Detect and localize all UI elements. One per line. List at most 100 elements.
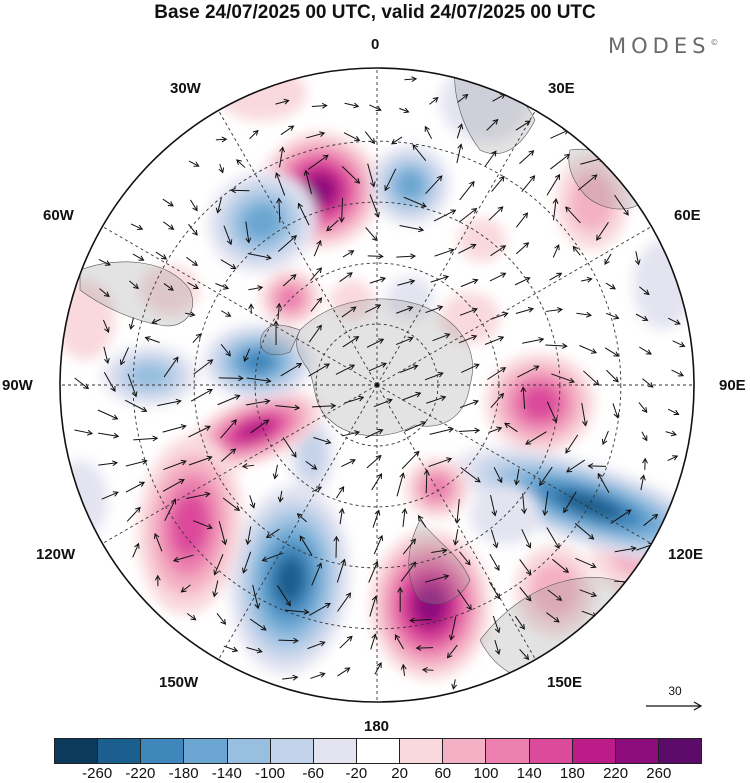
meridian-line	[376, 110, 536, 386]
wind-arrow	[577, 174, 598, 191]
wind-arrow	[421, 666, 434, 673]
wind-arrow	[639, 346, 652, 355]
wind-arrow	[396, 305, 414, 314]
wind-arrow	[488, 581, 500, 600]
meridian-line	[218, 384, 378, 660]
wind-arrow	[565, 206, 581, 224]
wind-arrow	[604, 253, 612, 265]
colorbar-swatch	[443, 739, 487, 763]
wind-arrow	[424, 371, 444, 381]
meridian-line	[376, 384, 652, 544]
wind-arrow	[384, 168, 397, 192]
wind-arrow	[241, 551, 252, 574]
lon-label-60w: 60W	[43, 207, 74, 224]
colorbar-tick-label: 220	[603, 765, 629, 782]
wind-arrow	[246, 377, 272, 384]
wind-arrow	[667, 455, 679, 462]
wind-arrow	[344, 395, 365, 404]
wind-arrow	[154, 574, 161, 587]
wind-arrow	[671, 369, 684, 377]
wind-arrow	[521, 529, 532, 549]
wind-arrow	[430, 274, 450, 283]
wind-arrow	[575, 557, 597, 569]
latitude-circle	[132, 140, 622, 630]
wind-arrow	[338, 197, 345, 223]
wind-arrow	[552, 558, 570, 574]
land-outline	[408, 519, 471, 605]
wind-arrow	[454, 498, 461, 524]
wind-arrow	[119, 347, 130, 366]
wind-arrow	[504, 422, 518, 433]
wind-arrow	[423, 469, 430, 494]
wind-arrow	[310, 672, 326, 679]
wind-arrow	[103, 372, 116, 392]
wind-arrow	[220, 259, 237, 270]
wind-arrow	[278, 637, 299, 644]
anomaly-contour	[275, 557, 305, 603]
wind-arrow	[299, 535, 313, 556]
anomaly-contour	[530, 562, 580, 618]
colorbar-swatch	[486, 739, 530, 763]
lon-label-120e: 120E	[668, 546, 704, 563]
wind-arrow	[667, 317, 681, 325]
wind-arrow	[126, 506, 141, 522]
wind-arrow	[401, 450, 420, 470]
wind-arrow	[515, 212, 529, 228]
wind-arrow	[132, 542, 140, 558]
wind-arrow	[220, 448, 237, 462]
wind-arrow	[98, 432, 120, 439]
wind-arrow	[338, 507, 345, 525]
wind-arrow	[185, 311, 196, 318]
map-title: Base 24/07/2025 00 UTC, valid 24/07/2025…	[154, 2, 596, 23]
wind-arrow	[639, 286, 650, 296]
wind-arrow	[273, 320, 279, 345]
wind-arrow	[634, 251, 641, 266]
anomaly-contour	[386, 276, 434, 320]
wind-arrow	[282, 674, 299, 681]
lon-label-150w: 150W	[159, 674, 199, 691]
wind-arrow	[614, 545, 637, 553]
colorbar-swatch	[400, 739, 444, 763]
wind-arrow	[492, 615, 501, 634]
wind-arrow	[425, 305, 444, 314]
wind-arrow	[456, 143, 464, 164]
wind-arrow	[545, 342, 568, 349]
wind-arrow	[396, 253, 417, 260]
wind-arrow	[452, 529, 459, 546]
wind-arrow	[581, 402, 588, 427]
wind-arrow	[249, 129, 259, 140]
wind-arrow	[272, 464, 279, 480]
wind-arrow	[279, 146, 285, 168]
meridian-line	[102, 226, 378, 386]
wind-arrow	[514, 276, 531, 286]
wind-arrow	[459, 399, 480, 409]
wind-arrow	[429, 426, 455, 435]
wind-arrow	[610, 509, 632, 524]
lon-label-90w: 90W	[2, 377, 33, 394]
wind-arrow	[153, 532, 163, 552]
wind-arrow	[641, 431, 648, 442]
wind-arrow	[276, 197, 283, 223]
wind-arrow	[396, 472, 406, 497]
colorbar-tick-label: 20	[391, 765, 408, 782]
wind-arrow	[400, 663, 407, 676]
wind-arrow	[521, 493, 527, 515]
wind-arrow	[367, 163, 376, 188]
wind-arrow	[241, 463, 255, 470]
wind-arrow	[459, 307, 478, 316]
wind-arrow	[218, 375, 244, 382]
wind-arrow	[490, 245, 507, 257]
wind-arrow	[369, 194, 380, 218]
land-outline	[260, 324, 301, 356]
wind-arrow	[311, 562, 323, 586]
wind-arrow	[326, 219, 339, 232]
wind-arrow	[97, 409, 119, 420]
wind-arrow	[434, 248, 455, 257]
wind-arrow	[247, 253, 272, 261]
wind-arrow	[187, 282, 199, 289]
wind-arrow	[399, 107, 410, 114]
anomaly-contour	[276, 285, 304, 311]
wind-arrow	[546, 612, 560, 623]
wind-arrow	[522, 336, 545, 344]
lon-label-150e: 150E	[547, 674, 583, 691]
